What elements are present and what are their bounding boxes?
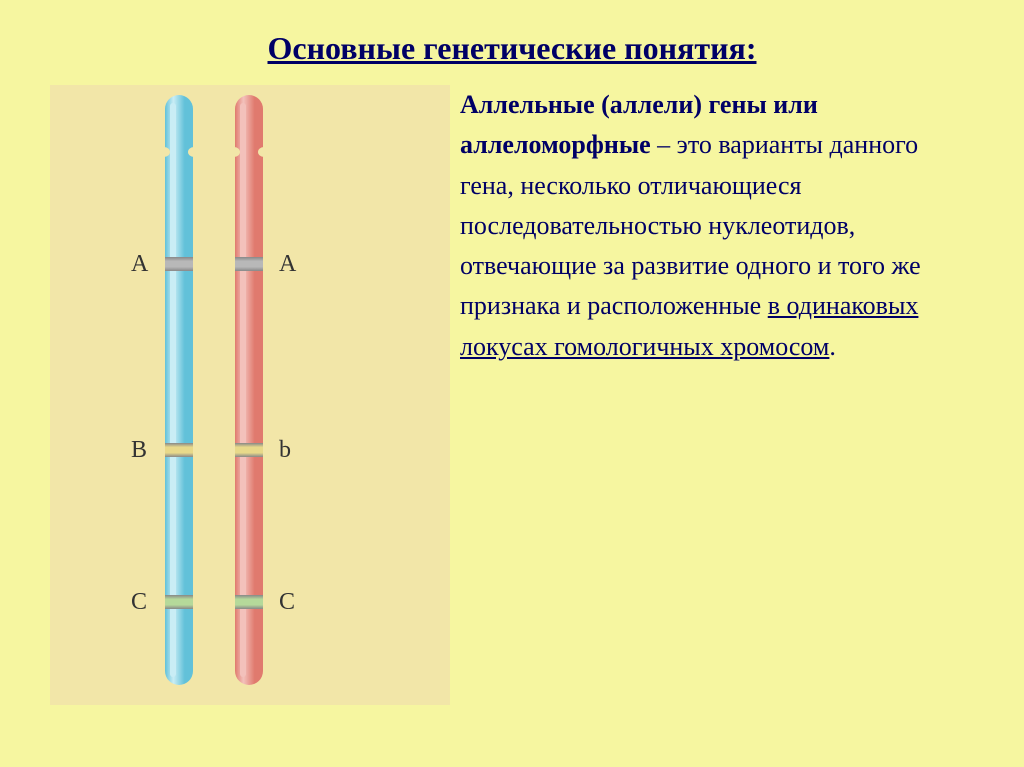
locus-label-right-2: C: [279, 589, 295, 616]
locus-label-left-2: C: [131, 589, 147, 616]
chromosome-diagram: A A Bb C C: [50, 85, 450, 705]
locus-label-right-1: b: [279, 437, 291, 464]
locus-label-left-1: B: [131, 437, 147, 464]
centromere-blue: [163, 147, 195, 157]
body-2: .: [829, 332, 836, 361]
chromosome-red-highlight: [240, 103, 246, 677]
content-row: A A Bb C C Аллельные (аллели) гены или аллел…: [50, 85, 974, 705]
locus-label-left-0: A: [131, 251, 148, 278]
locus-band-red-2: [235, 595, 263, 609]
chromosome-blue-highlight: [170, 103, 176, 677]
locus-label-right-0: A: [279, 251, 296, 278]
locus-band-blue-2: [165, 595, 193, 609]
page-title: Основные генетические понятия:: [50, 30, 974, 67]
locus-band-red-0: [235, 257, 263, 271]
locus-band-blue-0: [165, 257, 193, 271]
slide-root: Основные генетические понятия:: [0, 0, 1024, 767]
definition-paragraph: Аллельные (аллели) гены или аллеломорфны…: [460, 85, 974, 367]
locus-band-blue-1: [165, 443, 193, 457]
locus-band-red-1: [235, 443, 263, 457]
centromere-red: [233, 147, 265, 157]
definition-text: Аллельные (аллели) гены или аллеломорфны…: [460, 85, 974, 705]
